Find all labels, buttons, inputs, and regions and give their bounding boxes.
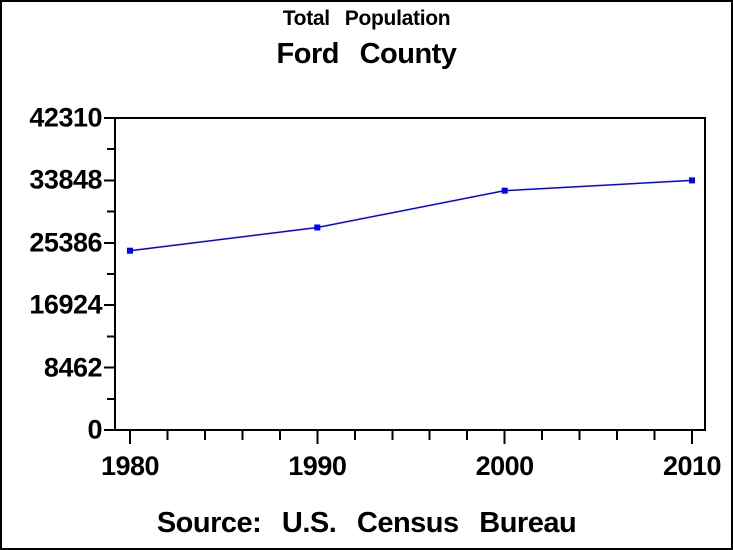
data-point-marker (127, 247, 133, 254)
population-line (129, 179, 693, 252)
source-note: Source: U.S. Census Bureau (156, 507, 577, 539)
plot-frame (114, 117, 706, 431)
data-point-marker (501, 187, 508, 194)
data-point-marker (689, 177, 695, 184)
chart-subtitle: Ford County (276, 38, 457, 70)
chart-title: Total Population (282, 7, 451, 30)
data-point-marker (314, 224, 321, 231)
